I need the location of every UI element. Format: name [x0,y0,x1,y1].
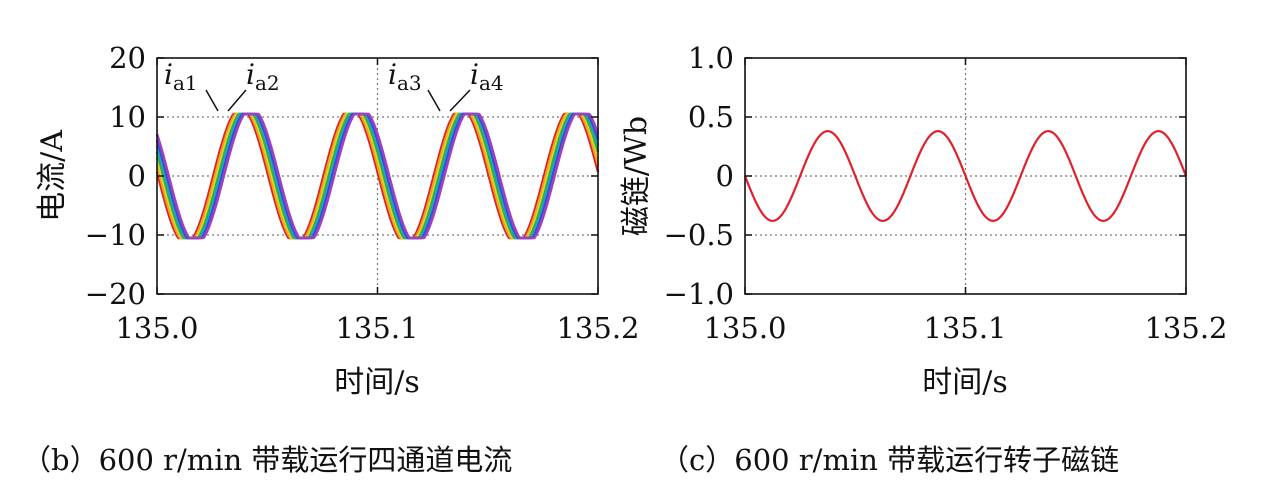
y-axis-label: 磁链/Wb [619,116,654,236]
annotation-leader [427,89,441,112]
series-line [743,130,1188,222]
y-tick-label: 10 [109,100,146,134]
y-tick-label: −20 [85,277,146,311]
y-tick-label: 1.0 [688,41,734,75]
x-tick-label: 135.1 [923,311,1006,345]
annotation-ia3: ia3 [388,58,422,95]
series-group [155,112,600,240]
y-tick-label: −0.5 [664,218,734,252]
y-axis-label: 电流/A [35,130,70,222]
annotation-leader [205,89,219,112]
y-tick-label: 20 [109,41,146,75]
x-tick-label: 135.1 [335,311,418,345]
caption-c: （c）600 r/min 带载运行转子磁链 [660,443,1119,477]
x-tick-label: 135.0 [703,311,786,345]
chart-current: 20 10 0 −10 −20 135.0 135.1 135.2 时间/s 电… [35,41,640,400]
annotation-ia4: ia4 [470,58,504,95]
annotation-ia2: ia2 [246,58,280,95]
y-tick-label: 0.5 [688,100,734,134]
series-group [743,130,1188,222]
tick-marks [156,57,599,295]
annotation-ia1: ia1 [164,58,198,95]
y-tick-label: −1.0 [664,277,734,311]
x-axis-label: 时间/s [922,365,1008,400]
y-tick-label: 0 [128,159,146,193]
x-tick-label: 135.0 [115,311,198,345]
y-tick-label: −10 [85,218,146,252]
x-axis-label: 时间/s [334,365,420,400]
caption-b: （b）600 r/min 带载运行四通道电流 [22,443,512,477]
y-tick-label: 0 [716,159,734,193]
chart-flux: 1.0 0.5 0 −0.5 −1.0 135.0 135.1 135.2 时间… [619,41,1228,400]
x-tick-label: 135.2 [1144,311,1227,345]
x-tick-label: 135.2 [556,311,639,345]
tick-marks [744,57,1187,295]
annotation-leader [227,89,247,112]
annotation-leader [449,89,471,112]
series-line [155,112,600,240]
